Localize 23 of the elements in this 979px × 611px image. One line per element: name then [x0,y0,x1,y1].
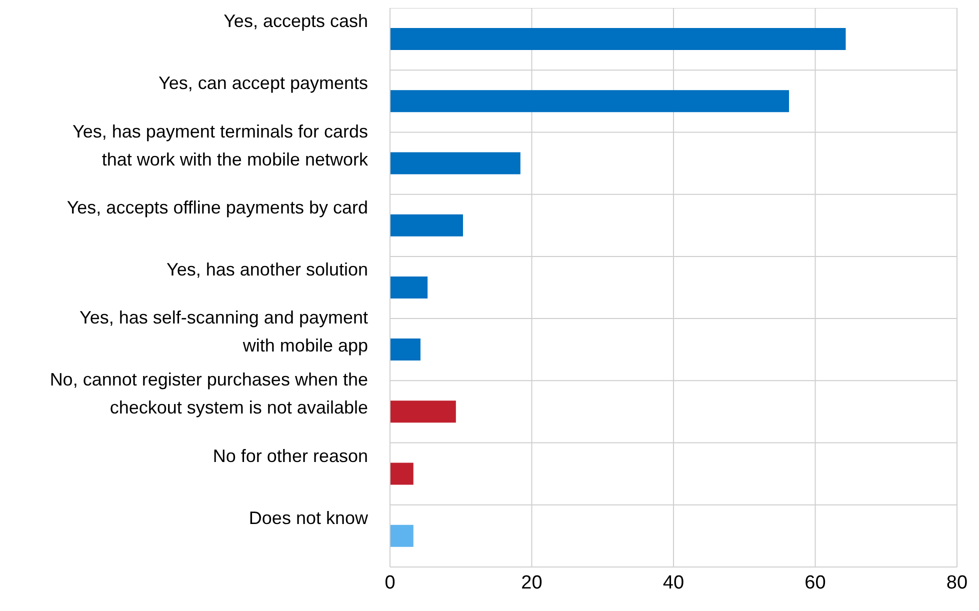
x-tick-label: 0 [384,572,396,594]
x-tick-label: 60 [804,572,826,594]
y-tick-label: Yes, has another solution [166,260,368,280]
bar [390,276,428,298]
bar [390,28,846,50]
x-tick-label: 40 [662,572,684,594]
y-tick-label: Does not know [248,508,369,528]
bar [390,400,456,423]
bar [390,524,414,547]
bar [390,90,790,112]
bar [390,338,420,361]
y-tick-label: Yes, accepts cash [224,11,368,32]
y-tick-label: No, cannot register purchases when the checkout system is not available [50,370,368,418]
x-tick-label: 20 [521,572,542,594]
y-tick-label: Yes, can accept payments [158,73,368,94]
y-tick-label: Yes, has self-scanning and payment with mobile app [79,308,368,356]
bar [390,152,520,174]
bar [390,462,414,485]
bar [390,214,463,236]
x-tick-label: 80 [946,572,968,594]
y-tick-label: Yes, accepts offline payments by card [66,197,368,218]
y-tick-label: No for other reason [212,446,368,466]
y-tick-label: Yes, has payment terminals for cards that work with the mobile network [72,121,369,170]
